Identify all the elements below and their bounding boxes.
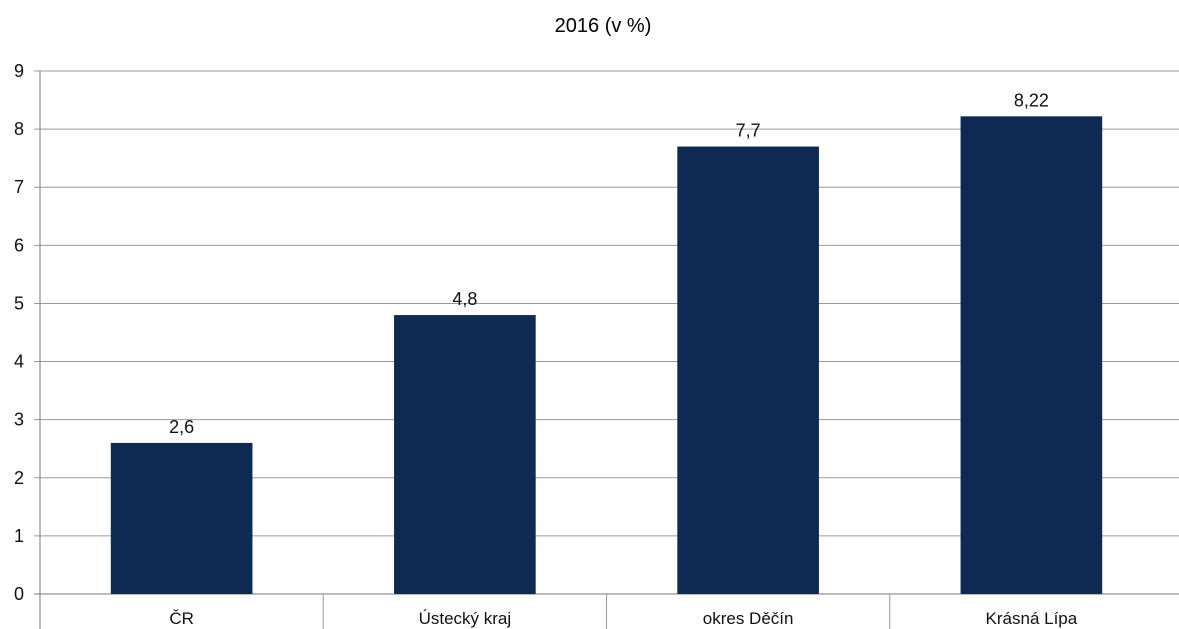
y-tick-label: 0: [14, 584, 24, 604]
x-axis-categories: ČR Ústecký kraj okres Děčín Krásná Lípa: [169, 609, 1077, 628]
y-tick-label: 4: [14, 352, 24, 372]
category-label-2: okres Děčín: [703, 609, 794, 628]
data-label-0: 2,6: [169, 417, 194, 437]
bar-1: [394, 315, 536, 594]
bars: [110, 116, 1103, 595]
y-tick-label: 6: [14, 235, 24, 255]
y-tick-label: 5: [14, 293, 24, 313]
category-label-3: Krásná Lípa: [986, 609, 1078, 628]
bar-0: [110, 442, 253, 594]
y-tick-label: 3: [14, 410, 24, 430]
y-tick-label: 8: [14, 119, 24, 139]
data-label-2: 7,7: [736, 121, 761, 141]
data-label-3: 8,22: [1014, 90, 1049, 110]
bar-2: [677, 146, 819, 595]
category-label-0: ČR: [169, 609, 194, 628]
y-tick-label: 7: [14, 177, 24, 197]
bar-3: [960, 116, 1103, 595]
y-tick-label: 9: [14, 61, 24, 81]
chart-title: 2016 (v %): [555, 15, 652, 37]
data-label-1: 4,8: [452, 289, 477, 309]
y-tick-label: 2: [14, 468, 24, 488]
data-labels: 2,6 4,8 7,7 8,22: [169, 90, 1049, 437]
y-axis-ticks: 0 1 2 3 4 5 6 7 8 9: [14, 61, 24, 604]
category-label-1: Ústecký kraj: [419, 609, 512, 628]
y-tick-label: 1: [14, 526, 24, 546]
